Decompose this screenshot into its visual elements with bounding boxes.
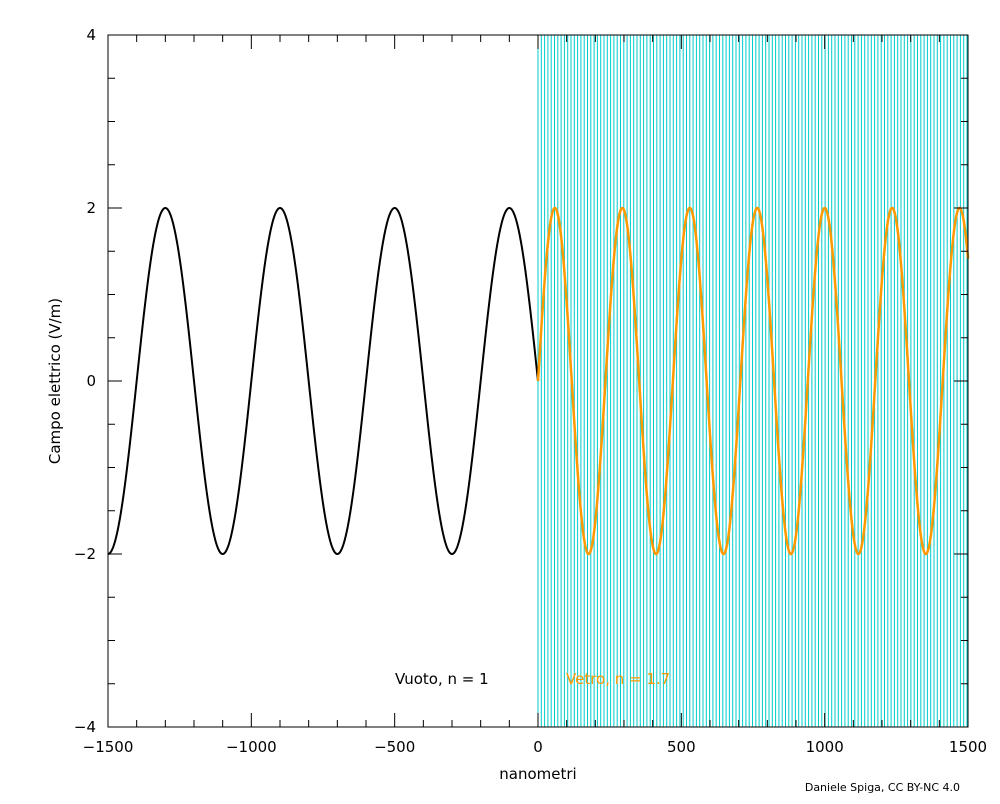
annotation-vacuum: Vuoto, n = 1	[395, 670, 489, 688]
y-tick-label: 0	[86, 372, 96, 390]
y-axis-label: Campo elettrico (V/m)	[46, 298, 64, 464]
series-line-1	[536, 206, 970, 556]
x-tick-label: 500	[667, 738, 696, 756]
tick-layer: −1500 −1000 −500 0 500 1000 1500 −4 −2 0 2 4	[74, 26, 987, 756]
x-tick-label: −500	[374, 738, 415, 756]
x-tick-label: −1000	[226, 738, 277, 756]
x-tick-label: −1500	[83, 738, 134, 756]
series-layer	[107, 206, 970, 556]
glass-region-lines	[537, 35, 968, 727]
series-line-0	[107, 206, 539, 556]
y-tick-label: 2	[86, 199, 96, 217]
x-axis-label: nanometri	[499, 765, 576, 783]
glass-region	[537, 35, 968, 727]
x-tick-label: 1500	[949, 738, 987, 756]
x-tick-label: 1000	[806, 738, 844, 756]
y-tick-label: 4	[86, 26, 96, 44]
y-tick-label: −4	[74, 718, 96, 736]
y-tick-label: −2	[74, 545, 96, 563]
credit-text: Daniele Spiga, CC BY-NC 4.0	[805, 781, 960, 794]
annotation-glass: Vetro, n = 1.7	[566, 670, 670, 688]
x-tick-label: 0	[533, 738, 543, 756]
